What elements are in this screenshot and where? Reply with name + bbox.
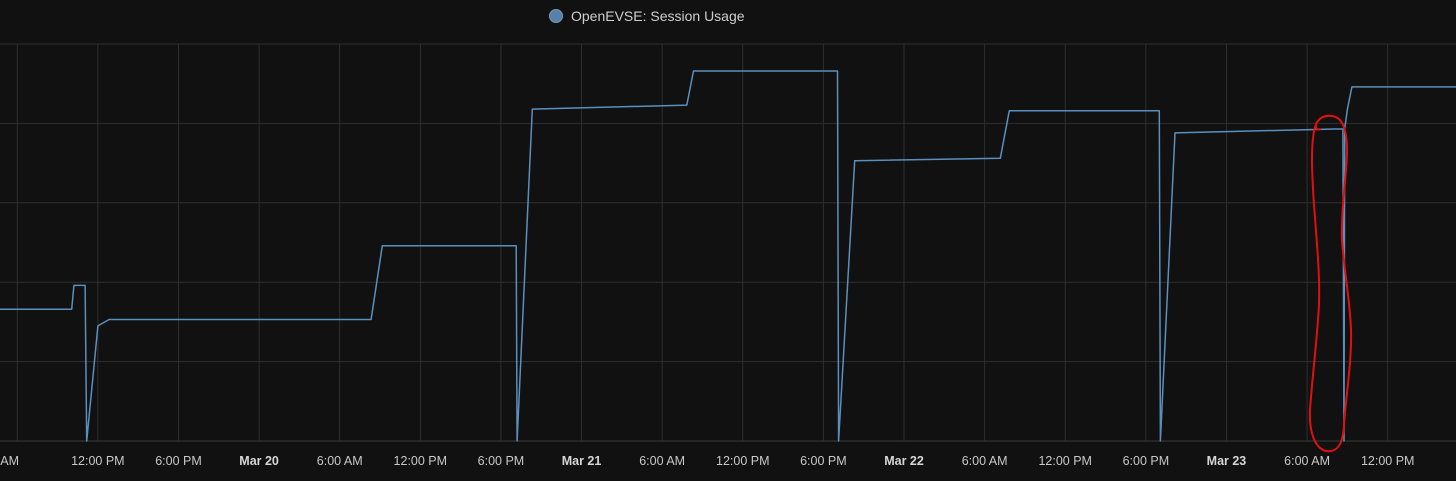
- x-tick-label: 12:00 PM: [1361, 454, 1415, 468]
- x-tick-label: Mar 20: [239, 454, 279, 468]
- x-tick-label: 12:00 PM: [394, 454, 448, 468]
- x-tick-label: 6:00 AM: [962, 454, 1008, 468]
- x-tick-label: 12:00 PM: [716, 454, 770, 468]
- x-tick-label: AM: [0, 454, 19, 468]
- series-layer: [0, 70, 1456, 442]
- x-tick-label: 6:00 PM: [155, 454, 202, 468]
- legend-swatch: [549, 9, 563, 23]
- x-tick-label: 6:00 PM: [1123, 454, 1170, 468]
- x-tick-label: 6:00 AM: [1284, 454, 1330, 468]
- x-tick-label: 6:00 AM: [317, 454, 363, 468]
- x-axis-tick-labels: AM 12:00 PM 6:00 PM Mar 20 6:00 AM 12:00 PM 6:…: [0, 454, 1414, 468]
- annotation-layer: [1308, 114, 1353, 453]
- series-line-session-usage: [0, 70, 1456, 442]
- x-tick-label: Mar 23: [1207, 454, 1247, 468]
- x-tick-label: 12:00 PM: [1038, 454, 1092, 468]
- x-tick-label: Mar 22: [884, 454, 924, 468]
- x-tick-label: 12:00 PM: [71, 454, 125, 468]
- x-tick-label: Mar 21: [562, 454, 602, 468]
- x-tick-label: 6:00 PM: [478, 454, 525, 468]
- grid: [0, 43, 1456, 441]
- x-tick-label: 6:00 PM: [800, 454, 847, 468]
- chart-legend: OpenEVSE: Session Usage: [0, 8, 1456, 28]
- legend-label: OpenEVSE: Session Usage: [571, 8, 745, 24]
- red-annotation-circle: [1308, 114, 1353, 453]
- legend-item-session-usage[interactable]: OpenEVSE: Session Usage: [549, 8, 745, 24]
- x-tick-label: 6:00 AM: [639, 454, 685, 468]
